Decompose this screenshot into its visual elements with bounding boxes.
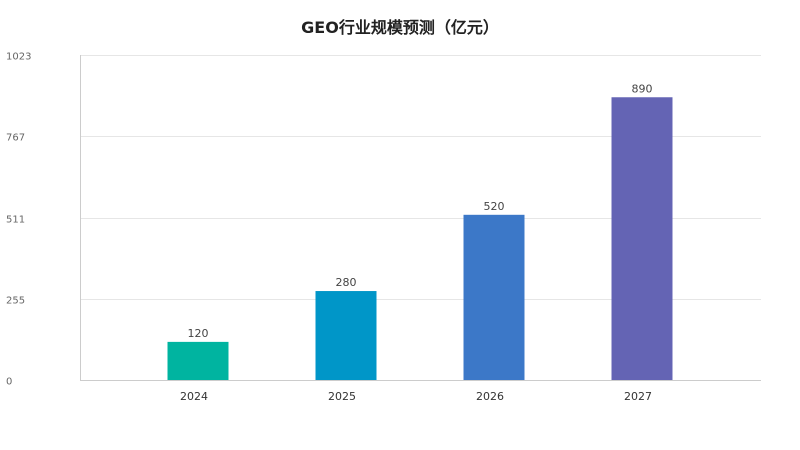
y-tick-label: 255 [6,296,25,307]
bar-2024 [167,341,229,380]
bar-2025 [315,291,377,380]
y-tick-label: 0 [6,377,12,388]
x-tick-label-2027: 2027 [624,390,652,403]
y-tick-label: 767 [6,133,25,144]
bar-2027 [611,97,673,380]
data-label-2025: 280 [336,276,357,289]
chart-title: GEO行业规模预测（亿元） [301,18,499,37]
x-tick-label-2025: 2025 [328,390,356,403]
data-label-2027: 890 [632,82,653,95]
data-label-2026: 520 [484,200,505,213]
y-tick-label: 1023 [6,52,31,63]
y-tick-label: 511 [6,215,25,226]
x-tick-label-2026: 2026 [476,390,504,403]
bar-2026 [463,214,525,380]
data-label-2024: 120 [188,327,209,340]
x-tick-label-2024: 2024 [180,390,208,403]
